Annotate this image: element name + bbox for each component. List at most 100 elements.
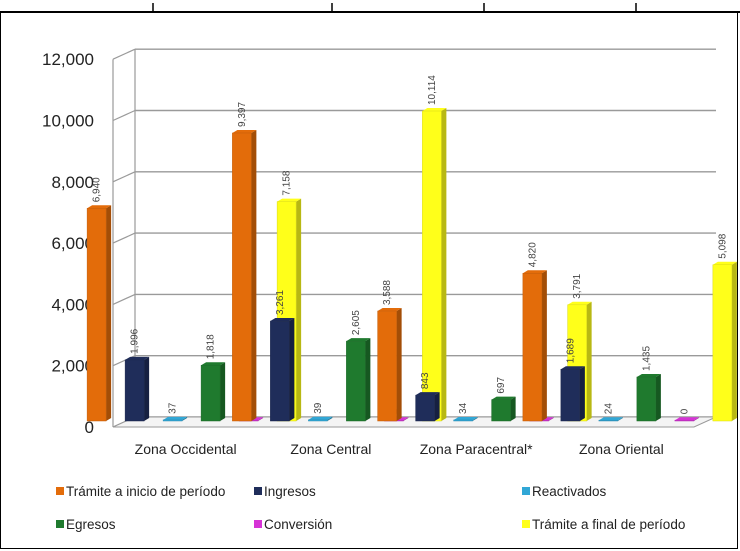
bar-top [674, 417, 699, 421]
bar-top [636, 374, 661, 378]
x-tick-label: Zona Central [290, 441, 371, 457]
y-tick-label: 4,000 [51, 295, 94, 314]
bar-side [434, 392, 440, 421]
bar-top [232, 129, 257, 133]
bar [86, 208, 107, 422]
data-label: 24 [603, 403, 614, 415]
y-tick-label: 2,000 [51, 357, 94, 376]
y-tick-label: 8,000 [51, 173, 94, 192]
data-label: 2,605 [351, 310, 362, 335]
data-label: 843 [420, 372, 431, 389]
bar-side [396, 308, 402, 421]
data-label: 3,791 [572, 273, 583, 298]
gridline-side [112, 48, 136, 60]
bar [124, 359, 145, 422]
bar-top [87, 205, 112, 209]
bar-top [491, 396, 516, 400]
bar-top [415, 392, 440, 396]
gridline-side [112, 293, 136, 305]
bar-top [125, 356, 150, 360]
bar [453, 419, 473, 422]
bar-side [182, 416, 188, 421]
bar-side [258, 417, 264, 421]
x-tick-label: Zona Paracentral* [420, 441, 533, 457]
legend-swatch [56, 520, 64, 528]
bar-side [548, 417, 554, 421]
bar [200, 365, 221, 422]
legend-swatch [522, 487, 530, 495]
data-label: 37 [168, 402, 179, 414]
bar-side [220, 362, 226, 421]
bar [522, 273, 543, 422]
data-label: 1,818 [206, 334, 217, 359]
bar-top [522, 270, 547, 274]
legend-label: Reactivados [532, 484, 607, 499]
bar-side [541, 270, 547, 421]
data-label: 5,098 [717, 233, 728, 258]
legend-swatch [56, 487, 64, 495]
y-tick-label: 0 [85, 418, 94, 437]
bar-top [277, 198, 302, 202]
bar-top [201, 362, 226, 366]
bar [674, 419, 695, 422]
bar-side [327, 416, 333, 421]
bar [491, 399, 511, 422]
bar-side [579, 366, 585, 421]
bar-top [712, 261, 737, 265]
bar-side [617, 417, 623, 421]
bar-top [453, 416, 478, 420]
x-tick-label: Zona Occidental [135, 441, 237, 457]
bar [270, 320, 290, 422]
bar-top [308, 416, 333, 420]
bar-side [251, 129, 257, 422]
bar-side [472, 416, 478, 421]
y-tick-label: 6,000 [51, 234, 94, 253]
bar-side [731, 261, 737, 421]
data-label: 9,397 [237, 102, 248, 127]
bar-side [441, 108, 447, 422]
bar [232, 132, 252, 422]
bar-side [403, 417, 409, 421]
data-label: 4,820 [527, 242, 538, 267]
legend-label: Ingresos [264, 484, 316, 499]
data-label: 6,940 [92, 177, 103, 202]
bar [377, 310, 397, 422]
bar-top [560, 366, 585, 370]
bar-top [163, 416, 188, 420]
chart-frame: 0 2,000 4,000 6,000 8,000 10,000 12,000 6,940 1,… [0, 12, 738, 549]
bar [346, 340, 366, 422]
legend-swatch [254, 520, 262, 528]
gridline-side [112, 232, 136, 244]
bar-side [693, 417, 699, 421]
bar [560, 368, 581, 422]
legend-swatch [522, 520, 530, 528]
legend-label: Trámite a final de período [532, 517, 685, 532]
bar-chart: 0 2,000 4,000 6,000 8,000 10,000 12,000 6,940 1,… [42, 48, 737, 532]
bar-top [377, 308, 402, 312]
legend-label: Trámite a inicio de período [66, 484, 225, 499]
data-label: 3,261 [275, 290, 286, 315]
gridline-side [112, 109, 136, 122]
bar-top [422, 108, 447, 112]
data-label: 1,689 [565, 338, 576, 363]
data-label: 697 [496, 377, 507, 394]
bar-side [144, 356, 150, 421]
table-border-strip [0, 0, 740, 13]
bar-side [289, 318, 295, 421]
y-tick-label: 10,000 [42, 112, 94, 131]
data-label: 34 [458, 402, 469, 414]
bar [308, 419, 328, 422]
bar [636, 376, 657, 422]
bar-side [510, 396, 516, 421]
y-tick-label: 12,000 [42, 50, 94, 69]
bar-top [567, 301, 592, 305]
bar-top [346, 338, 371, 342]
legend-swatch [254, 487, 262, 495]
bar-side [655, 374, 661, 421]
bar [598, 419, 619, 422]
legend-label: Conversión [264, 517, 332, 532]
data-label: 1,996 [130, 328, 141, 353]
bar [162, 419, 183, 422]
data-label: 7,158 [282, 170, 293, 195]
bar [712, 264, 733, 422]
